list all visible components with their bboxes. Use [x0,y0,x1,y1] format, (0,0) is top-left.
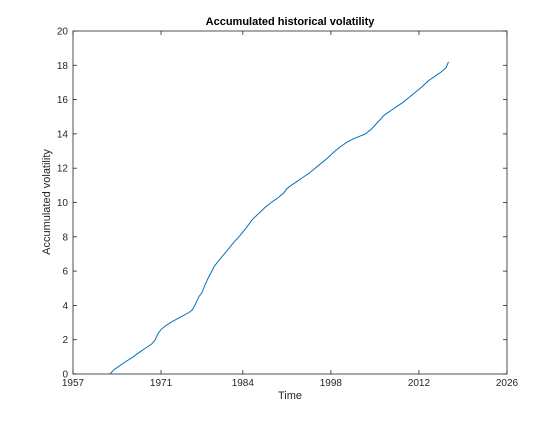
y-ticks: 0 2 4 6 8 10 12 14 16 18 20 [57,27,507,381]
y-tick-label: 4 [62,301,68,312]
x-tick-label: 1984 [232,378,255,389]
series-line [109,61,449,375]
y-tick-label: 20 [57,27,69,38]
x-tick-label: 1957 [62,378,85,389]
chart-title: Accumulated historical volatility [206,16,376,28]
plot-area [72,30,508,375]
x-tick-label: 2012 [408,378,431,389]
x-tick-label: 1971 [150,378,173,389]
x-ticks: 1957 1971 1984 1998 2012 2026 [62,31,519,389]
x-tick-label: 1998 [320,378,343,389]
y-tick-label: 10 [57,198,69,209]
y-tick-label: 2 [62,335,68,346]
x-axis-label: Time [278,390,302,402]
y-tick-label: 18 [57,61,69,72]
y-tick-label: 8 [62,232,68,243]
y-tick-label: 14 [57,129,69,140]
y-tick-label: 16 [57,95,69,106]
x-tick-label: 2026 [496,378,519,389]
y-tick-label: 0 [62,370,68,381]
y-axis-label: Accumulated volatility [41,149,53,255]
y-tick-label: 12 [57,164,69,175]
y-tick-label: 6 [62,267,68,278]
